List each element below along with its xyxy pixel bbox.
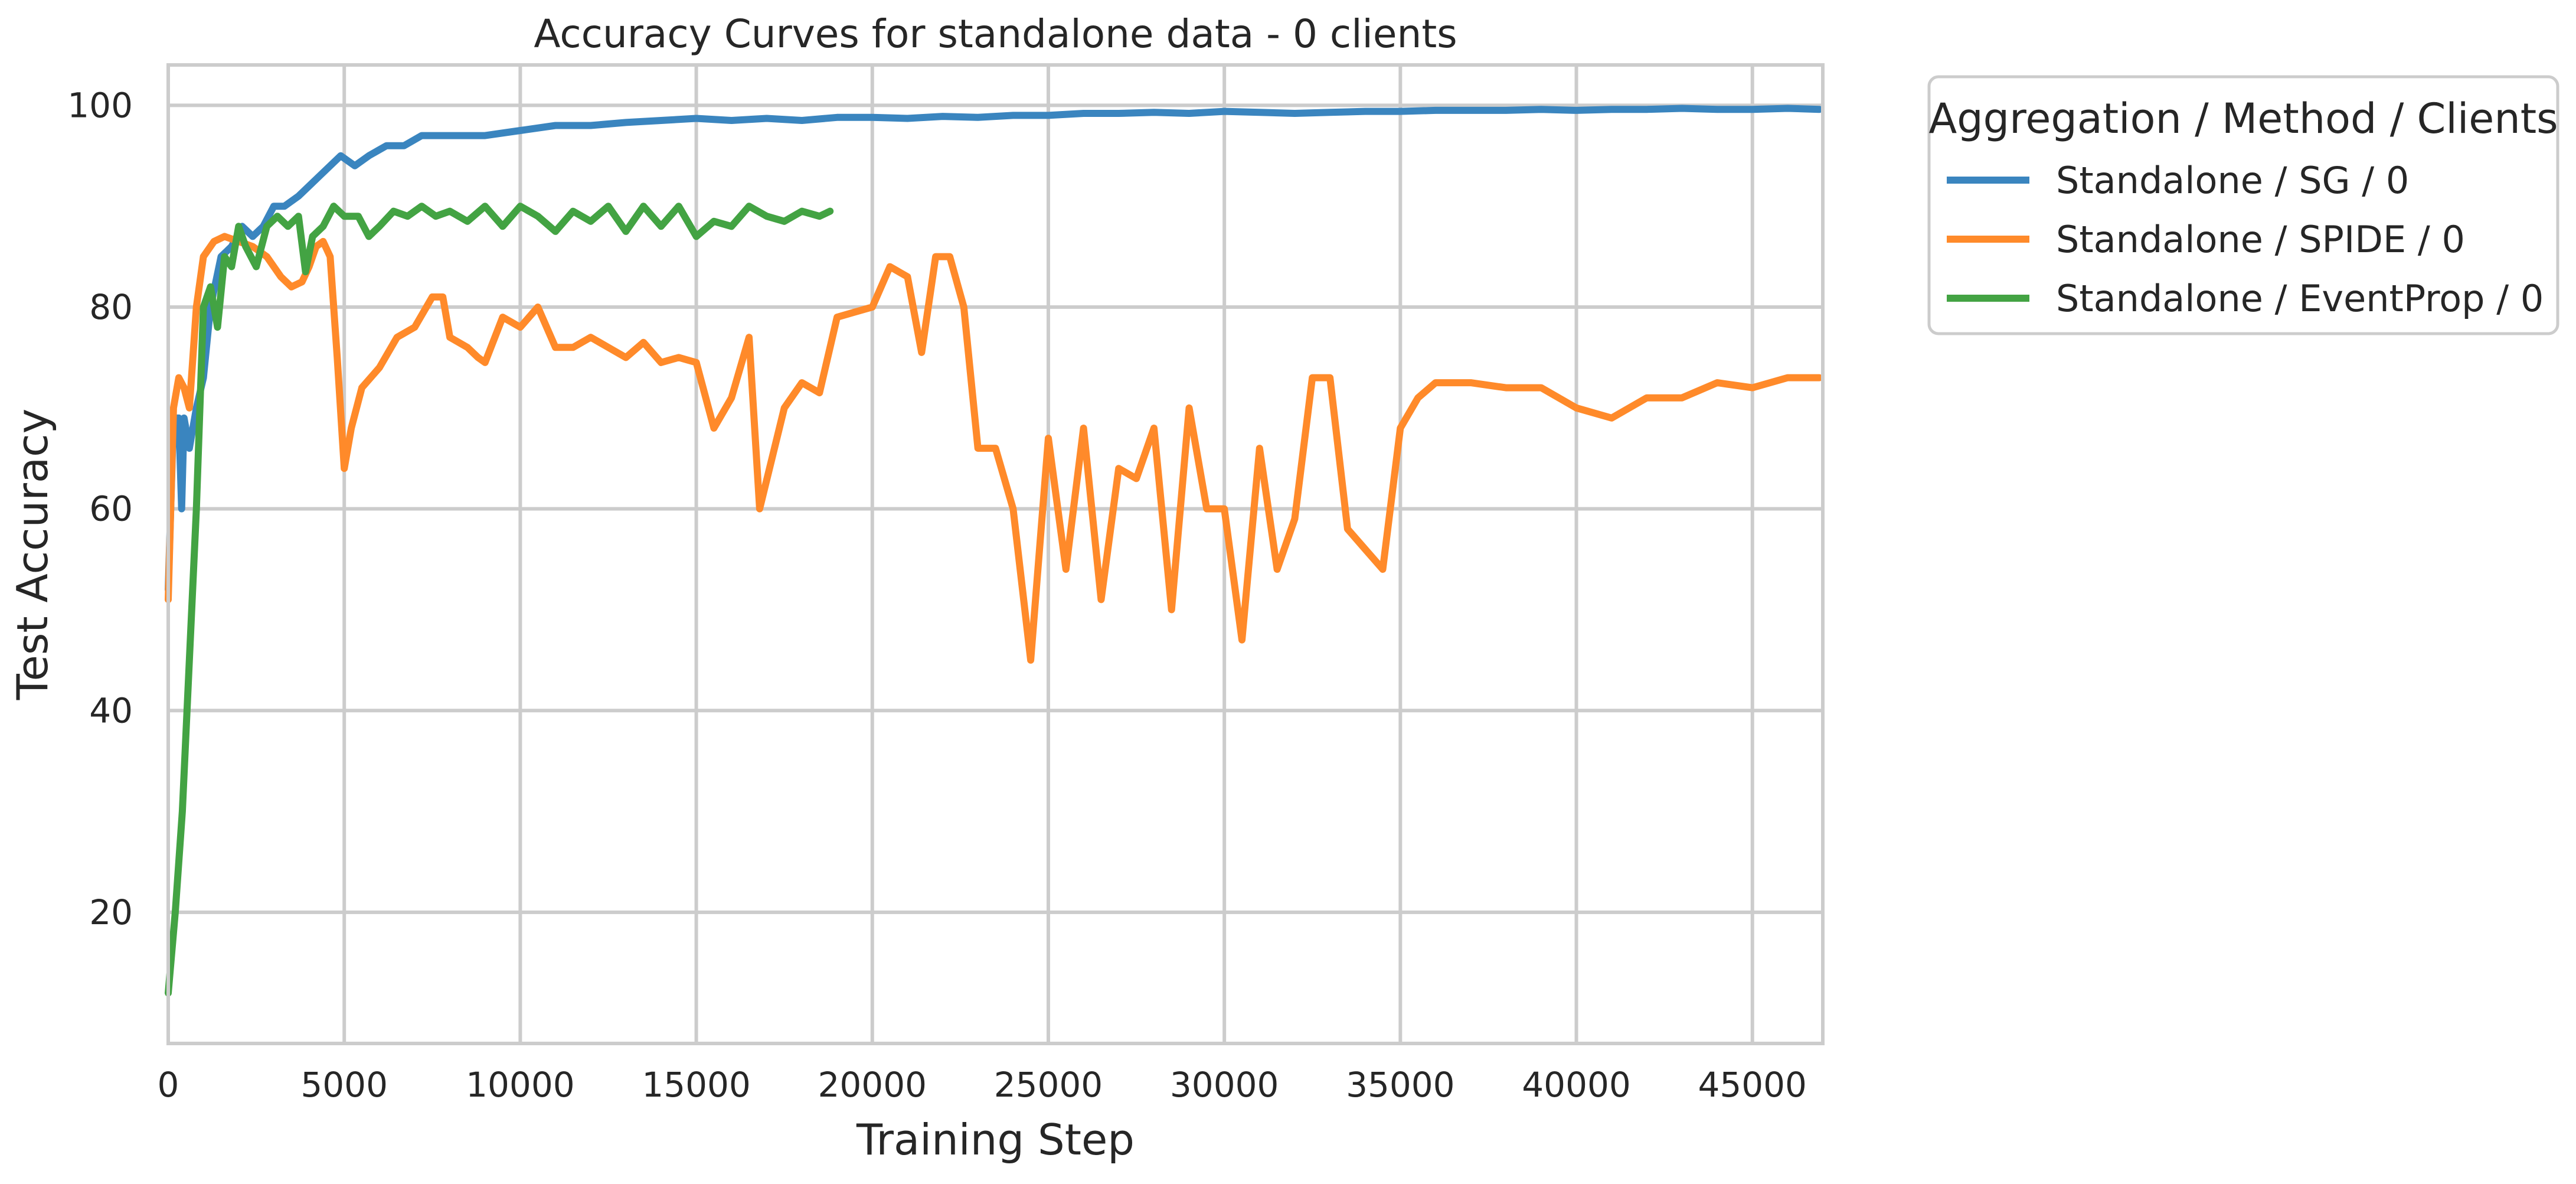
y-tick-label: 40 <box>89 690 133 730</box>
tick-layer: 0 5000 10000 15000 20000 25000 30000 35000 40000… <box>67 85 1807 1105</box>
legend: Aggregation / Method / Clients Standalon… <box>1927 75 2559 335</box>
series-line <box>165 203 834 997</box>
x-tick-label: 0 <box>158 1065 179 1105</box>
x-tick-label: 15000 <box>642 1065 751 1105</box>
y-tick-label: 60 <box>89 489 133 529</box>
x-axis-label: Training Step <box>856 1115 1135 1165</box>
series-line <box>165 233 1823 664</box>
y-axis-label: Test Accuracy <box>8 409 57 700</box>
plot-frame <box>166 63 1825 1045</box>
y-tick-label: 80 <box>89 287 133 327</box>
series-layer <box>165 105 1823 997</box>
chart-title: Accuracy Curves for standalone data - 0 … <box>534 11 1457 57</box>
x-tick-label: 25000 <box>994 1065 1103 1105</box>
legend-entry-label: Standalone / SPIDE / 0 <box>2056 218 2465 261</box>
y-tick-label: 100 <box>67 85 133 125</box>
y-tick-label: 20 <box>89 892 133 932</box>
grid-layer <box>166 65 1823 1043</box>
x-tick-label: 35000 <box>1346 1065 1455 1105</box>
x-tick-label: 10000 <box>466 1065 575 1105</box>
x-tick-label: 30000 <box>1170 1065 1279 1105</box>
legend-entry-label: Standalone / SG / 0 <box>2056 159 2409 202</box>
legend-title: Aggregation / Method / Clients <box>1928 94 2558 143</box>
x-tick-label: 20000 <box>818 1065 927 1105</box>
legend-entry-label: Standalone / EventProp / 0 <box>2056 277 2544 320</box>
x-tick-label: 40000 <box>1522 1065 1631 1105</box>
legend-box <box>1927 75 2559 335</box>
series-line <box>165 105 1823 593</box>
x-tick-label: 45000 <box>1698 1065 1807 1105</box>
x-tick-label: 5000 <box>300 1065 388 1105</box>
legend-items: Standalone / SG / 0 Standalone / SPIDE / … <box>1947 159 2544 320</box>
